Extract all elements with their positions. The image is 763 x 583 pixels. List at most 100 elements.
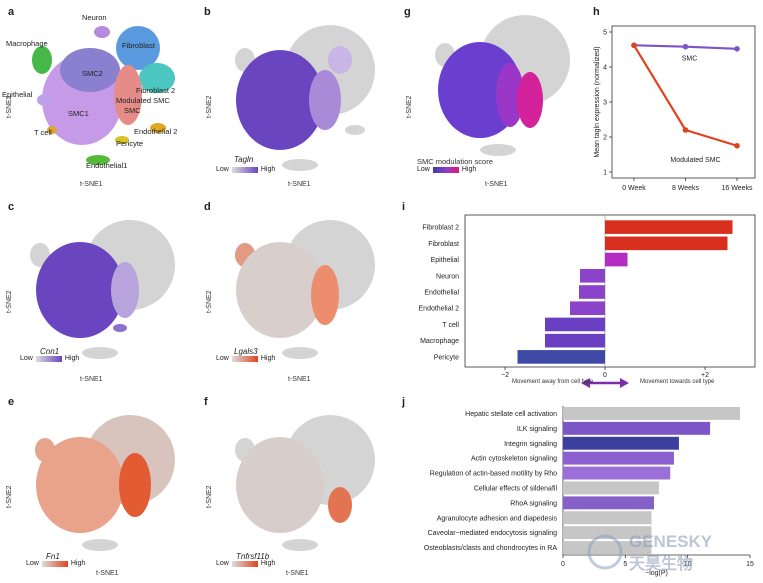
cluster-label: Modulated SMC bbox=[116, 96, 170, 105]
arrow-right-label: Movement towards cell type bbox=[640, 379, 715, 385]
tsne-scatter-f bbox=[235, 415, 375, 551]
panel-letter: i bbox=[402, 201, 406, 213]
category-label: Osteoblasts/clasts and chondrocytes in R… bbox=[424, 545, 557, 552]
category-label: Fibroblast bbox=[428, 241, 459, 248]
bar bbox=[570, 301, 605, 316]
color-legend: Low High bbox=[20, 355, 79, 362]
axis-label-x: t-SNE1 bbox=[485, 181, 508, 188]
cluster-fibroblast2 bbox=[139, 63, 175, 93]
panel-letter: f bbox=[204, 396, 208, 408]
category-label: Integrin signaling bbox=[504, 441, 557, 448]
legend-low: Low bbox=[20, 355, 33, 362]
legend-low: Low bbox=[26, 560, 39, 567]
logo-text-2: 天昊生物 bbox=[629, 554, 693, 573]
x-tick-label: +2 bbox=[701, 372, 709, 379]
bar bbox=[545, 333, 605, 348]
legend-high: High bbox=[70, 560, 86, 567]
arrow-left-label: Movement away from cell type bbox=[512, 379, 594, 385]
panel-f: f Tnfrsf11b Low High t-SNE2 t-SNE1 bbox=[200, 390, 395, 583]
legend-low: Low bbox=[216, 355, 229, 362]
bar bbox=[563, 421, 711, 435]
legend-low: Low bbox=[216, 560, 229, 567]
bar bbox=[563, 526, 652, 540]
data-point bbox=[734, 46, 740, 52]
category-label: Endothelial 2 bbox=[419, 306, 460, 313]
category-label: Actin cytoskeleton signaling bbox=[471, 456, 557, 463]
color-legend: Low High bbox=[26, 560, 85, 567]
axis-label-y: t-SNE2 bbox=[6, 485, 13, 508]
cluster-label: T cell bbox=[34, 128, 52, 137]
cluster-neuron bbox=[94, 26, 110, 38]
category-label: Neuron bbox=[436, 273, 459, 280]
bar bbox=[579, 285, 605, 299]
arrow-head-left bbox=[581, 378, 590, 388]
legend-gradient bbox=[35, 355, 62, 362]
cluster-label: Pericyte bbox=[116, 139, 143, 148]
axis-label-x: t-SNE1 bbox=[288, 181, 311, 188]
legend-high: High bbox=[64, 355, 80, 362]
cluster-smc2 bbox=[60, 48, 120, 92]
bar bbox=[563, 511, 652, 525]
category-label: T cell bbox=[442, 322, 459, 329]
gene-name: Cnn1 bbox=[40, 347, 60, 356]
color-legend: Low High bbox=[216, 355, 275, 362]
panel-i: i Fibroblast 2 Fibroblast Epithelial Neuron… bbox=[400, 195, 763, 395]
y-tick-label: 5 bbox=[603, 30, 607, 37]
x-tick-label: 0 Week bbox=[622, 185, 646, 192]
legend-gradient bbox=[41, 560, 68, 567]
x-tick-label: −2 bbox=[501, 372, 509, 379]
panel-letter: h bbox=[593, 6, 600, 18]
gene-name: Lgals3 bbox=[234, 347, 258, 356]
cluster-endothelial2 bbox=[150, 123, 166, 133]
data-point bbox=[631, 42, 637, 49]
cluster-label: Fibroblast 2 bbox=[136, 86, 175, 95]
x-tick-label: 0 bbox=[561, 561, 565, 568]
legend-gradient bbox=[231, 355, 258, 362]
bar bbox=[563, 481, 659, 495]
x-tick-label: 5 bbox=[623, 561, 627, 568]
bar bbox=[563, 407, 741, 420]
legend-gradient bbox=[231, 560, 258, 567]
cluster-label: Fibroblast bbox=[122, 41, 156, 50]
axis-label-y: t-SNE2 bbox=[206, 485, 213, 508]
axis-label-x: t-SNE1 bbox=[96, 570, 119, 577]
y-tick-label: 3 bbox=[603, 100, 607, 107]
legend-gradient bbox=[432, 166, 459, 173]
legend-high: High bbox=[260, 166, 276, 173]
panel-c: c Cnn1 Low High t-SNE2 t-SNE1 bbox=[0, 195, 195, 390]
cluster-tcell bbox=[47, 126, 57, 134]
legend-gradient bbox=[231, 166, 258, 173]
panel-d: d Lgals3 Low High t-SNE2 t-SNE1 bbox=[200, 195, 395, 390]
data-point bbox=[682, 127, 689, 133]
axis-label-y: t-SNE2 bbox=[206, 95, 213, 118]
axis-label-x: t-SNE1 bbox=[286, 570, 309, 577]
category-label: Epithelial bbox=[431, 257, 460, 264]
score-label: SMC modulation score bbox=[417, 157, 493, 166]
bar bbox=[563, 496, 655, 510]
legend-high: High bbox=[260, 560, 276, 567]
series-label-modulated: Modulated SMC bbox=[670, 157, 720, 164]
category-label: Endothelial bbox=[424, 290, 459, 297]
gene-name: Tagln bbox=[234, 155, 254, 164]
tsne-scatter-a: Neuron Macrophage Fibroblast SMC2 Epithelial… bbox=[2, 13, 177, 170]
cluster-label: Neuron bbox=[82, 13, 107, 22]
y-tick-label: 4 bbox=[603, 65, 607, 72]
cluster-macrophage bbox=[32, 46, 52, 74]
cluster-label: Endothelial 2 bbox=[134, 127, 177, 136]
y-tick-label: 2 bbox=[603, 135, 607, 142]
legend-low: Low bbox=[216, 166, 229, 173]
x-tick-label: 0 bbox=[603, 372, 607, 379]
panel-letter: j bbox=[402, 396, 406, 408]
genesky-logo: GENESKY 天昊生物 bbox=[585, 527, 760, 577]
category-label: Agranulocyte adhesion and diapedesis bbox=[437, 515, 558, 522]
y-tick-label: 1 bbox=[603, 170, 607, 177]
cluster-label: SMC bbox=[124, 106, 141, 115]
legend-high: High bbox=[461, 166, 477, 173]
bar bbox=[517, 350, 605, 364]
y-axis-label: Mean tagln expression (normalized) bbox=[594, 46, 601, 157]
panel-letter: c bbox=[8, 201, 15, 213]
panel-j: j Hepatic stellate cell activation ILK si… bbox=[400, 390, 763, 583]
cluster-fibroblast bbox=[116, 26, 160, 70]
cluster-label: Macrophage bbox=[6, 39, 48, 48]
series-label-smc: SMC bbox=[682, 56, 698, 63]
